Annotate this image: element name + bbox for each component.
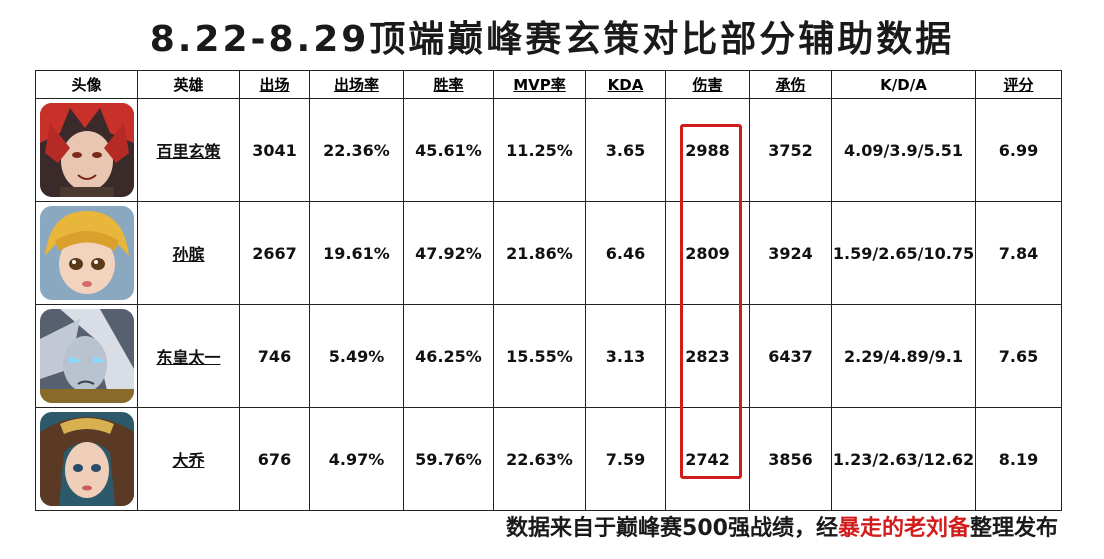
header-damage[interactable]: 伤害: [665, 70, 750, 99]
kda-value: 3.65: [585, 98, 666, 202]
win-rate-value: 45.61%: [403, 98, 494, 202]
footer-prefix: 数据来自于巅峰赛500强战绩，经: [506, 516, 838, 541]
table-row: 大乔 676 4.97% 59.76% 22.63% 7.59 2742 385…: [35, 407, 1062, 511]
hero-avatar-icon: [39, 412, 134, 506]
table-row: 东皇太一 746 5.49% 46.25% 15.55% 3.13 2823 6…: [35, 304, 1062, 408]
footer-suffix: 整理发布: [969, 516, 1058, 541]
win-rate-value: 46.25%: [403, 304, 494, 408]
damage-value: 2823: [665, 304, 750, 408]
hero-name-link[interactable]: 大乔: [137, 407, 240, 511]
damage-taken-value: 3752: [749, 98, 832, 202]
header-hero: 英雄: [137, 70, 240, 99]
appearances-value: 3041: [239, 98, 310, 202]
kda-value: 3.13: [585, 304, 666, 408]
kda-value: 7.59: [585, 407, 666, 511]
rating-value: 7.65: [975, 304, 1062, 408]
footer-author: 暴走的老刘备: [837, 516, 970, 541]
damage-taken-value: 6437: [749, 304, 832, 408]
page-title: 8.22-8.29顶端巅峰赛玄策对比部分辅助数据: [149, 19, 955, 60]
header-kda[interactable]: KDA: [585, 70, 666, 99]
appearances-value: 746: [239, 304, 310, 408]
damage-value: 2742: [665, 407, 750, 511]
win-rate-value: 47.92%: [403, 201, 494, 305]
header-win-rate[interactable]: 胜率: [403, 70, 494, 99]
hero-avatar-icon: [39, 103, 134, 197]
footer-note: 数据来自于巅峰赛500强战绩，经暴走的老刘备整理发布: [506, 514, 1058, 544]
table-row: 孙膑 2667 19.61% 47.92% 21.86% 6.46 2809 3…: [35, 201, 1062, 305]
hero-avatar-icon: [39, 309, 134, 403]
avatar-cell: [35, 304, 138, 408]
header-row: 头像 英雄 出场 出场率 胜率 MVP率 KDA 伤害 承伤 K/D/A 评分: [35, 70, 1062, 99]
header-mvp-rate[interactable]: MVP率: [493, 70, 586, 99]
header-pick-rate[interactable]: 出场率: [309, 70, 404, 99]
appearances-value: 676: [239, 407, 310, 511]
damage-value: 2988: [665, 98, 750, 202]
header-damage-taken[interactable]: 承伤: [749, 70, 832, 99]
hero-stats-table: 头像 英雄 出场 出场率 胜率 MVP率 KDA 伤害 承伤 K/D/A 评分: [35, 70, 1062, 511]
header-avatar: 头像: [35, 70, 138, 99]
kda-value: 6.46: [585, 201, 666, 305]
appearances-value: 2667: [239, 201, 310, 305]
header-appearances[interactable]: 出场: [239, 70, 310, 99]
table-row: 百里玄策 3041 22.36% 45.61% 11.25% 3.65 2988…: [35, 98, 1062, 202]
pick-rate-value: 22.36%: [309, 98, 404, 202]
damage-taken-value: 3924: [749, 201, 832, 305]
avatar-cell: [35, 98, 138, 202]
mvp-rate-value: 21.86%: [493, 201, 586, 305]
avatar-cell: [35, 201, 138, 305]
damage-taken-value: 3856: [749, 407, 832, 511]
avatar-cell: [35, 407, 138, 511]
mvp-rate-value: 22.63%: [493, 407, 586, 511]
rating-value: 6.99: [975, 98, 1062, 202]
hero-name-link[interactable]: 东皇太一: [137, 304, 240, 408]
rating-value: 8.19: [975, 407, 1062, 511]
header-rating[interactable]: 评分: [975, 70, 1062, 99]
mvp-rate-value: 15.55%: [493, 304, 586, 408]
kda-detail-value: 2.29/4.89/9.1: [831, 304, 976, 408]
hero-name-link[interactable]: 百里玄策: [137, 98, 240, 202]
win-rate-value: 59.76%: [403, 407, 494, 511]
mvp-rate-value: 11.25%: [493, 98, 586, 202]
hero-avatar-icon: [39, 206, 134, 300]
pick-rate-value: 19.61%: [309, 201, 404, 305]
pick-rate-value: 4.97%: [309, 407, 404, 511]
hero-name-link[interactable]: 孙膑: [137, 201, 240, 305]
header-kda-detail: K/D/A: [831, 70, 976, 99]
rating-value: 7.84: [975, 201, 1062, 305]
pick-rate-value: 5.49%: [309, 304, 404, 408]
kda-detail-value: 1.23/2.63/12.62: [831, 407, 976, 511]
damage-value: 2809: [665, 201, 750, 305]
kda-detail-value: 1.59/2.65/10.75: [831, 201, 976, 305]
kda-detail-value: 4.09/3.9/5.51: [831, 98, 976, 202]
